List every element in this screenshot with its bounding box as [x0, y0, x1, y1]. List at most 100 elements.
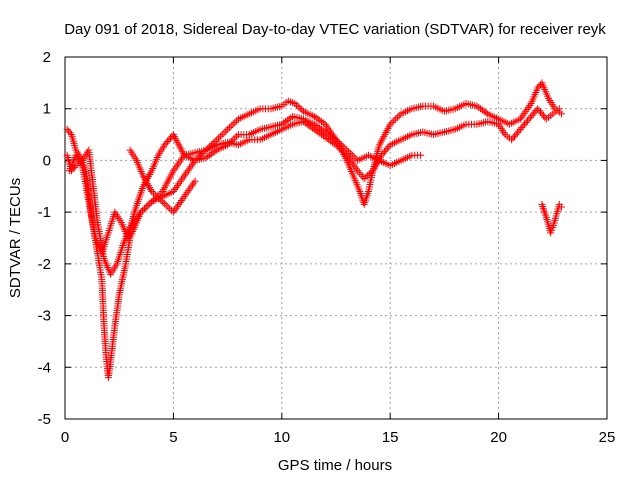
- data-point: [148, 198, 156, 206]
- data-point: [380, 148, 388, 156]
- x-tick-label: 25: [599, 429, 616, 446]
- data-point: [140, 205, 148, 213]
- data-point: [209, 149, 217, 157]
- data-point: [65, 127, 73, 135]
- data-point: [352, 155, 360, 163]
- data-point: [142, 203, 150, 211]
- data-point: [280, 119, 288, 127]
- y-tick-label: -3: [38, 308, 51, 325]
- data-point: [63, 125, 71, 133]
- data-point: [355, 169, 363, 177]
- data-point: [526, 113, 534, 121]
- data-point: [164, 137, 172, 145]
- data-point: [229, 120, 237, 128]
- y-tick-label: 1: [43, 101, 51, 118]
- data-point: [161, 141, 169, 149]
- data-point: [417, 151, 425, 159]
- data-point: [153, 193, 161, 201]
- x-tick-label: 20: [490, 429, 507, 446]
- data-point: [310, 112, 318, 120]
- data-point: [231, 134, 239, 142]
- data-point: [510, 132, 518, 140]
- data-point: [348, 151, 356, 159]
- data-point: [296, 104, 304, 112]
- data-point: [555, 105, 563, 113]
- data-point: [480, 107, 488, 115]
- data-point: [321, 128, 329, 136]
- data-point: [216, 132, 224, 140]
- data-point: [310, 120, 318, 128]
- data-point: [211, 147, 219, 155]
- x-tick-label: 5: [169, 429, 177, 446]
- data-point: [233, 117, 241, 125]
- data-point: [227, 122, 235, 130]
- data-point: [360, 175, 368, 183]
- x-axis-label: GPS time / hours: [278, 457, 392, 474]
- series-track-d: [126, 146, 199, 216]
- y-tick-label: -1: [38, 204, 51, 221]
- data-point: [298, 106, 306, 114]
- data-point: [167, 134, 175, 142]
- data-point: [378, 151, 386, 159]
- data-point: [283, 116, 291, 124]
- data-point: [538, 110, 546, 118]
- y-axis-label: SDTVAR / TECUs: [7, 178, 24, 298]
- data-point: [516, 125, 524, 133]
- y-tick-label: 0: [43, 152, 51, 169]
- data-point: [332, 136, 340, 144]
- data-point: [475, 103, 483, 111]
- data-point: [316, 116, 324, 124]
- gridlines: [65, 57, 607, 419]
- data-point: [364, 171, 372, 179]
- data-point: [534, 84, 542, 92]
- data-point: [294, 103, 302, 111]
- data-point: [148, 187, 156, 195]
- data-point: [160, 200, 168, 208]
- data-point: [350, 153, 358, 161]
- series-track-e: [538, 200, 565, 237]
- data-point: [339, 143, 347, 151]
- data-point: [512, 131, 520, 139]
- data-point: [165, 136, 173, 144]
- data-point: [218, 131, 226, 139]
- data-point: [557, 203, 565, 211]
- data-point: [390, 117, 398, 125]
- x-tick-label: 15: [382, 429, 399, 446]
- x-tick-label: 0: [61, 429, 69, 446]
- data-point: [307, 123, 315, 131]
- data-point: [473, 102, 481, 110]
- y-tick-label: -2: [38, 256, 51, 273]
- data-point: [287, 114, 295, 122]
- data-point: [518, 124, 526, 132]
- data-point: [519, 122, 527, 130]
- data-point: [215, 134, 223, 142]
- data-point: [314, 115, 322, 123]
- data-point: [227, 137, 235, 145]
- data-point: [383, 144, 391, 152]
- data-point: [137, 208, 145, 216]
- data-point: [379, 150, 387, 158]
- data-point: [222, 127, 230, 135]
- data-point: [139, 206, 147, 214]
- data-point: [327, 132, 335, 140]
- data-point: [206, 151, 214, 159]
- data-point: [316, 124, 324, 132]
- data-point: [557, 110, 565, 118]
- data-point: [318, 125, 326, 133]
- data-point: [528, 112, 536, 120]
- data-point: [225, 139, 233, 147]
- data-point: [155, 194, 163, 202]
- data-point: [220, 129, 228, 137]
- data-point: [202, 154, 210, 162]
- data-point: [337, 141, 345, 149]
- data-point: [346, 150, 354, 158]
- data-point: [534, 105, 542, 113]
- data-point: [231, 119, 239, 127]
- data-point: [233, 132, 241, 140]
- data-point: [365, 170, 373, 178]
- data-point: [509, 134, 517, 142]
- y-tick-label: -5: [38, 411, 51, 428]
- data-point: [328, 133, 336, 141]
- data-point: [521, 120, 529, 128]
